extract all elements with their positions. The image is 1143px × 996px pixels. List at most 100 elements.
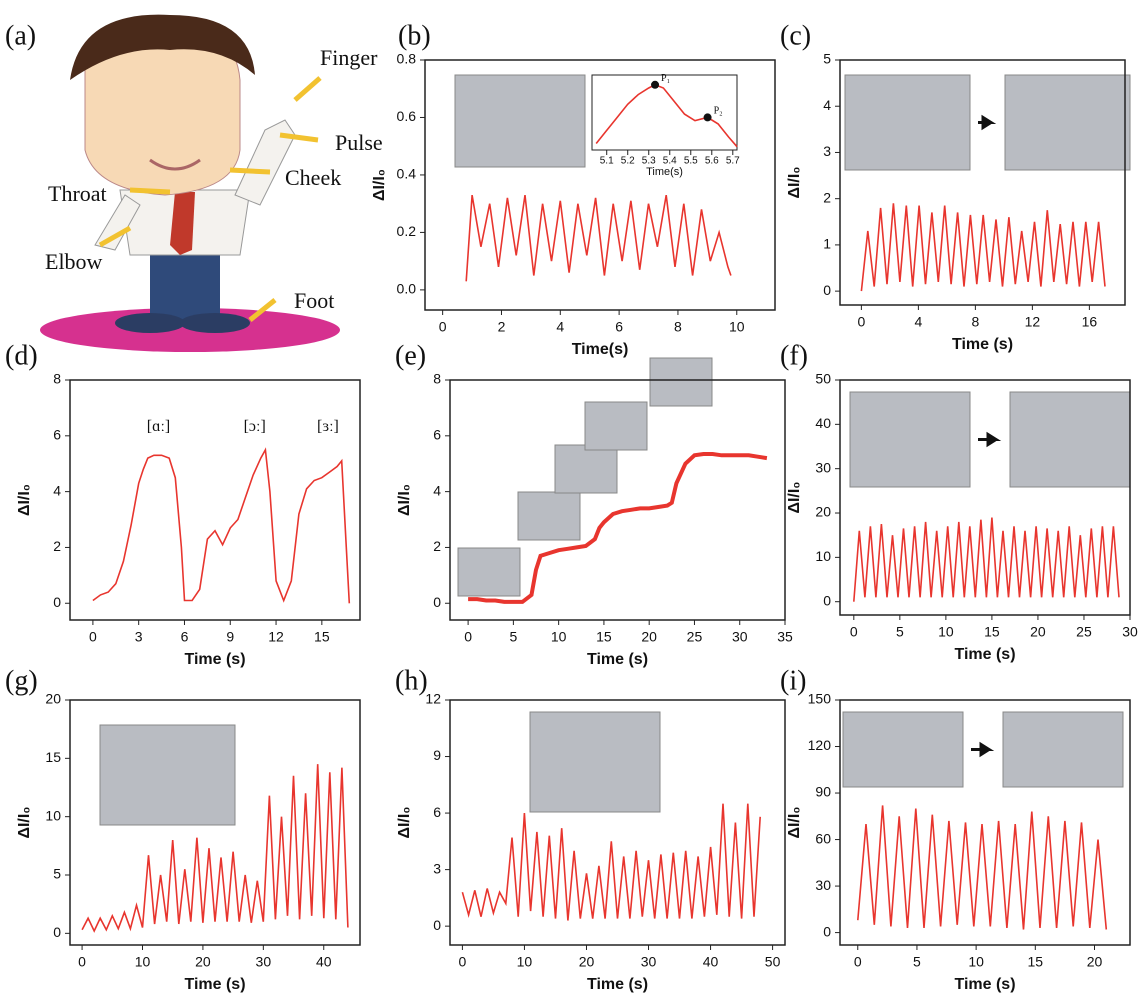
arrow	[978, 114, 997, 131]
x-tick-label: 25	[687, 629, 703, 645]
sensor	[248, 298, 277, 322]
plot-frame	[839, 379, 1131, 616]
y-axis-label: ΔI/I₀	[371, 169, 388, 201]
y-axis-label: ΔI/I₀	[396, 806, 413, 838]
x-tick-label: 25	[1076, 624, 1092, 640]
y-tick-label: 50	[815, 371, 831, 387]
data-line	[857, 805, 1108, 930]
y-tick-label: 6	[433, 427, 441, 443]
x-tick-label: 20	[195, 954, 211, 970]
data-line	[595, 83, 738, 148]
sensor	[98, 225, 132, 248]
y-tick-label: 0.6	[397, 108, 417, 124]
y-tick-label: 8	[53, 371, 61, 387]
y-tick-label: 2	[53, 538, 61, 554]
sensor	[293, 76, 322, 102]
annotation: P₂	[714, 106, 723, 117]
x-tick-label: 40	[703, 954, 719, 970]
x-tick-label: 12	[1025, 314, 1041, 330]
x-tick-label: 5	[913, 954, 921, 970]
panel-label: (h)	[395, 665, 428, 696]
data-line	[465, 194, 732, 282]
x-tick-label: 5	[896, 624, 904, 640]
y-tick-label: 120	[808, 737, 832, 753]
x-tick-label: 30	[256, 954, 272, 970]
x-tick-label: 8	[971, 314, 979, 330]
panel-label: (d)	[5, 340, 38, 371]
x-tick-label: 20	[1030, 624, 1046, 640]
site-label: Foot	[294, 288, 334, 313]
plot-frame	[449, 699, 786, 946]
y-axis-label: ΔI/I₀	[16, 806, 33, 838]
y-tick-label: 12	[425, 691, 441, 707]
annotation: P₁	[661, 73, 670, 84]
illustration	[40, 14, 340, 352]
x-tick-label: 0	[78, 954, 86, 970]
x-tick-label: 5.2	[621, 156, 635, 167]
sensor	[229, 167, 271, 175]
photo	[842, 711, 964, 788]
y-tick-label: 10	[815, 548, 831, 564]
site-label: Cheek	[285, 165, 341, 190]
x-tick-label: 20	[579, 954, 595, 970]
x-tick-label: 4	[914, 314, 922, 330]
y-tick-label: 3	[823, 143, 831, 159]
arrow	[971, 741, 995, 758]
x-tick-label: 0	[854, 954, 862, 970]
x-tick-label: 0	[439, 319, 447, 335]
x-tick-label: 5.3	[642, 156, 656, 167]
y-tick-label: 0	[53, 924, 61, 940]
plot-frame	[839, 699, 1131, 946]
data-line	[81, 764, 349, 933]
panel-label: (e)	[395, 340, 426, 371]
photo	[649, 357, 713, 407]
y-tick-label: 5	[53, 866, 61, 882]
y-tick-label: 0	[433, 594, 441, 610]
peak-marker	[651, 80, 660, 89]
y-axis-label: ΔI/I₀	[786, 481, 803, 513]
plot-frame	[591, 74, 738, 151]
data-line	[853, 517, 1120, 602]
y-tick-label: 10	[45, 807, 61, 823]
photo	[454, 74, 586, 168]
y-tick-label: 150	[808, 691, 832, 707]
x-axis-label: Time (s)	[952, 336, 1013, 353]
site-label: Pulse	[335, 130, 383, 155]
x-tick-label: 12	[268, 629, 284, 645]
x-tick-label: 9	[226, 629, 234, 645]
y-tick-label: 9	[433, 747, 441, 763]
panel-label: (g)	[5, 665, 38, 696]
x-tick-label: 16	[1082, 314, 1098, 330]
x-axis-label: Time (s)	[954, 976, 1015, 993]
y-tick-label: 8	[433, 371, 441, 387]
x-tick-label: 15	[596, 629, 612, 645]
x-axis-label: Time (s)	[184, 976, 245, 993]
x-tick-label: 5	[509, 629, 517, 645]
panel-label: (f)	[780, 340, 808, 371]
x-tick-label: 6	[615, 319, 623, 335]
sensor	[279, 132, 319, 143]
plot-frame	[69, 379, 361, 621]
x-axis-label: Time (s)	[587, 651, 648, 668]
y-tick-label: 1	[823, 236, 831, 252]
plot-frame	[839, 59, 1126, 306]
y-tick-label: 0.4	[397, 166, 417, 182]
annotation: [ɜː]	[317, 418, 339, 435]
arrow	[978, 431, 1002, 448]
panel-label: (c)	[780, 20, 811, 51]
annotation: [ɔː]	[244, 418, 266, 435]
arm	[94, 194, 141, 251]
plot-frame	[449, 379, 786, 621]
site-label: Elbow	[45, 249, 103, 274]
panel-label: (a)	[5, 20, 36, 51]
site-label: Throat	[48, 181, 107, 206]
y-axis-label: ΔI/I₀	[396, 484, 413, 516]
y-axis-label: ΔI/I₀	[786, 806, 803, 838]
y-tick-label: 0	[823, 282, 831, 298]
x-tick-label: 8	[674, 319, 682, 335]
x-tick-label: 10	[729, 319, 745, 335]
photo	[1004, 74, 1131, 171]
y-tick-label: 4	[433, 482, 441, 498]
x-tick-label: 30	[641, 954, 657, 970]
